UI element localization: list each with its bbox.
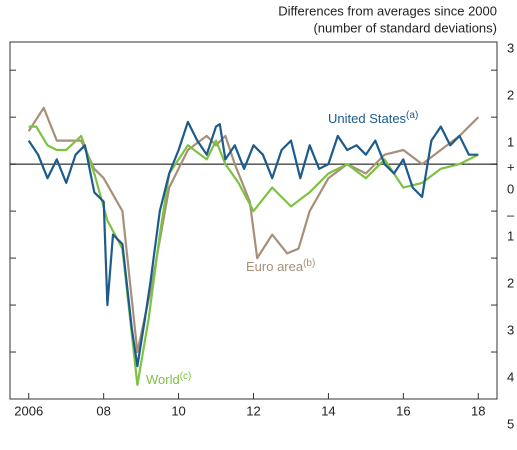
x-tick-label: 08 [96,403,110,418]
y-tick-label: 3 [507,41,514,56]
series-name: Euro area [246,259,304,274]
plot-frame [9,41,498,400]
series-label: Euro area(b) [246,258,315,275]
series-line [28,125,479,386]
x-tick-label: 16 [396,403,410,418]
y-tick-label: 5 [507,416,514,431]
chart-subtitle: (number of standard deviations) [313,20,497,35]
series-line [27,120,479,368]
y-tick-label: 2 [507,276,514,291]
x-tick-label: 14 [321,403,335,418]
series-note: (a) [406,110,418,121]
plus-sign: + [507,160,515,175]
series-label: United States(a) [328,110,418,127]
chart-title: Differences from averages since 2000 [278,3,497,18]
y-tick-label: 2 [507,88,514,103]
series-name: World [146,372,180,387]
minus-sign: – [507,208,515,223]
y-tick-label: 1 [507,135,514,150]
y-tick-label: 1 [507,229,514,244]
series-label: World(c) [146,371,191,388]
x-tick-label: 2006 [14,403,43,418]
y-tick-label: 3 [507,322,514,337]
series-name: United States [328,111,407,126]
x-tick-label: 12 [246,403,260,418]
series-line [27,106,480,354]
y-tick-label: 0 [507,182,514,197]
x-tick-label: 10 [171,403,185,418]
x-tick-label: 18 [471,403,485,418]
series-note: (c) [180,371,192,382]
y-tick-label: 4 [507,369,514,384]
series-note: (b) [303,258,315,269]
